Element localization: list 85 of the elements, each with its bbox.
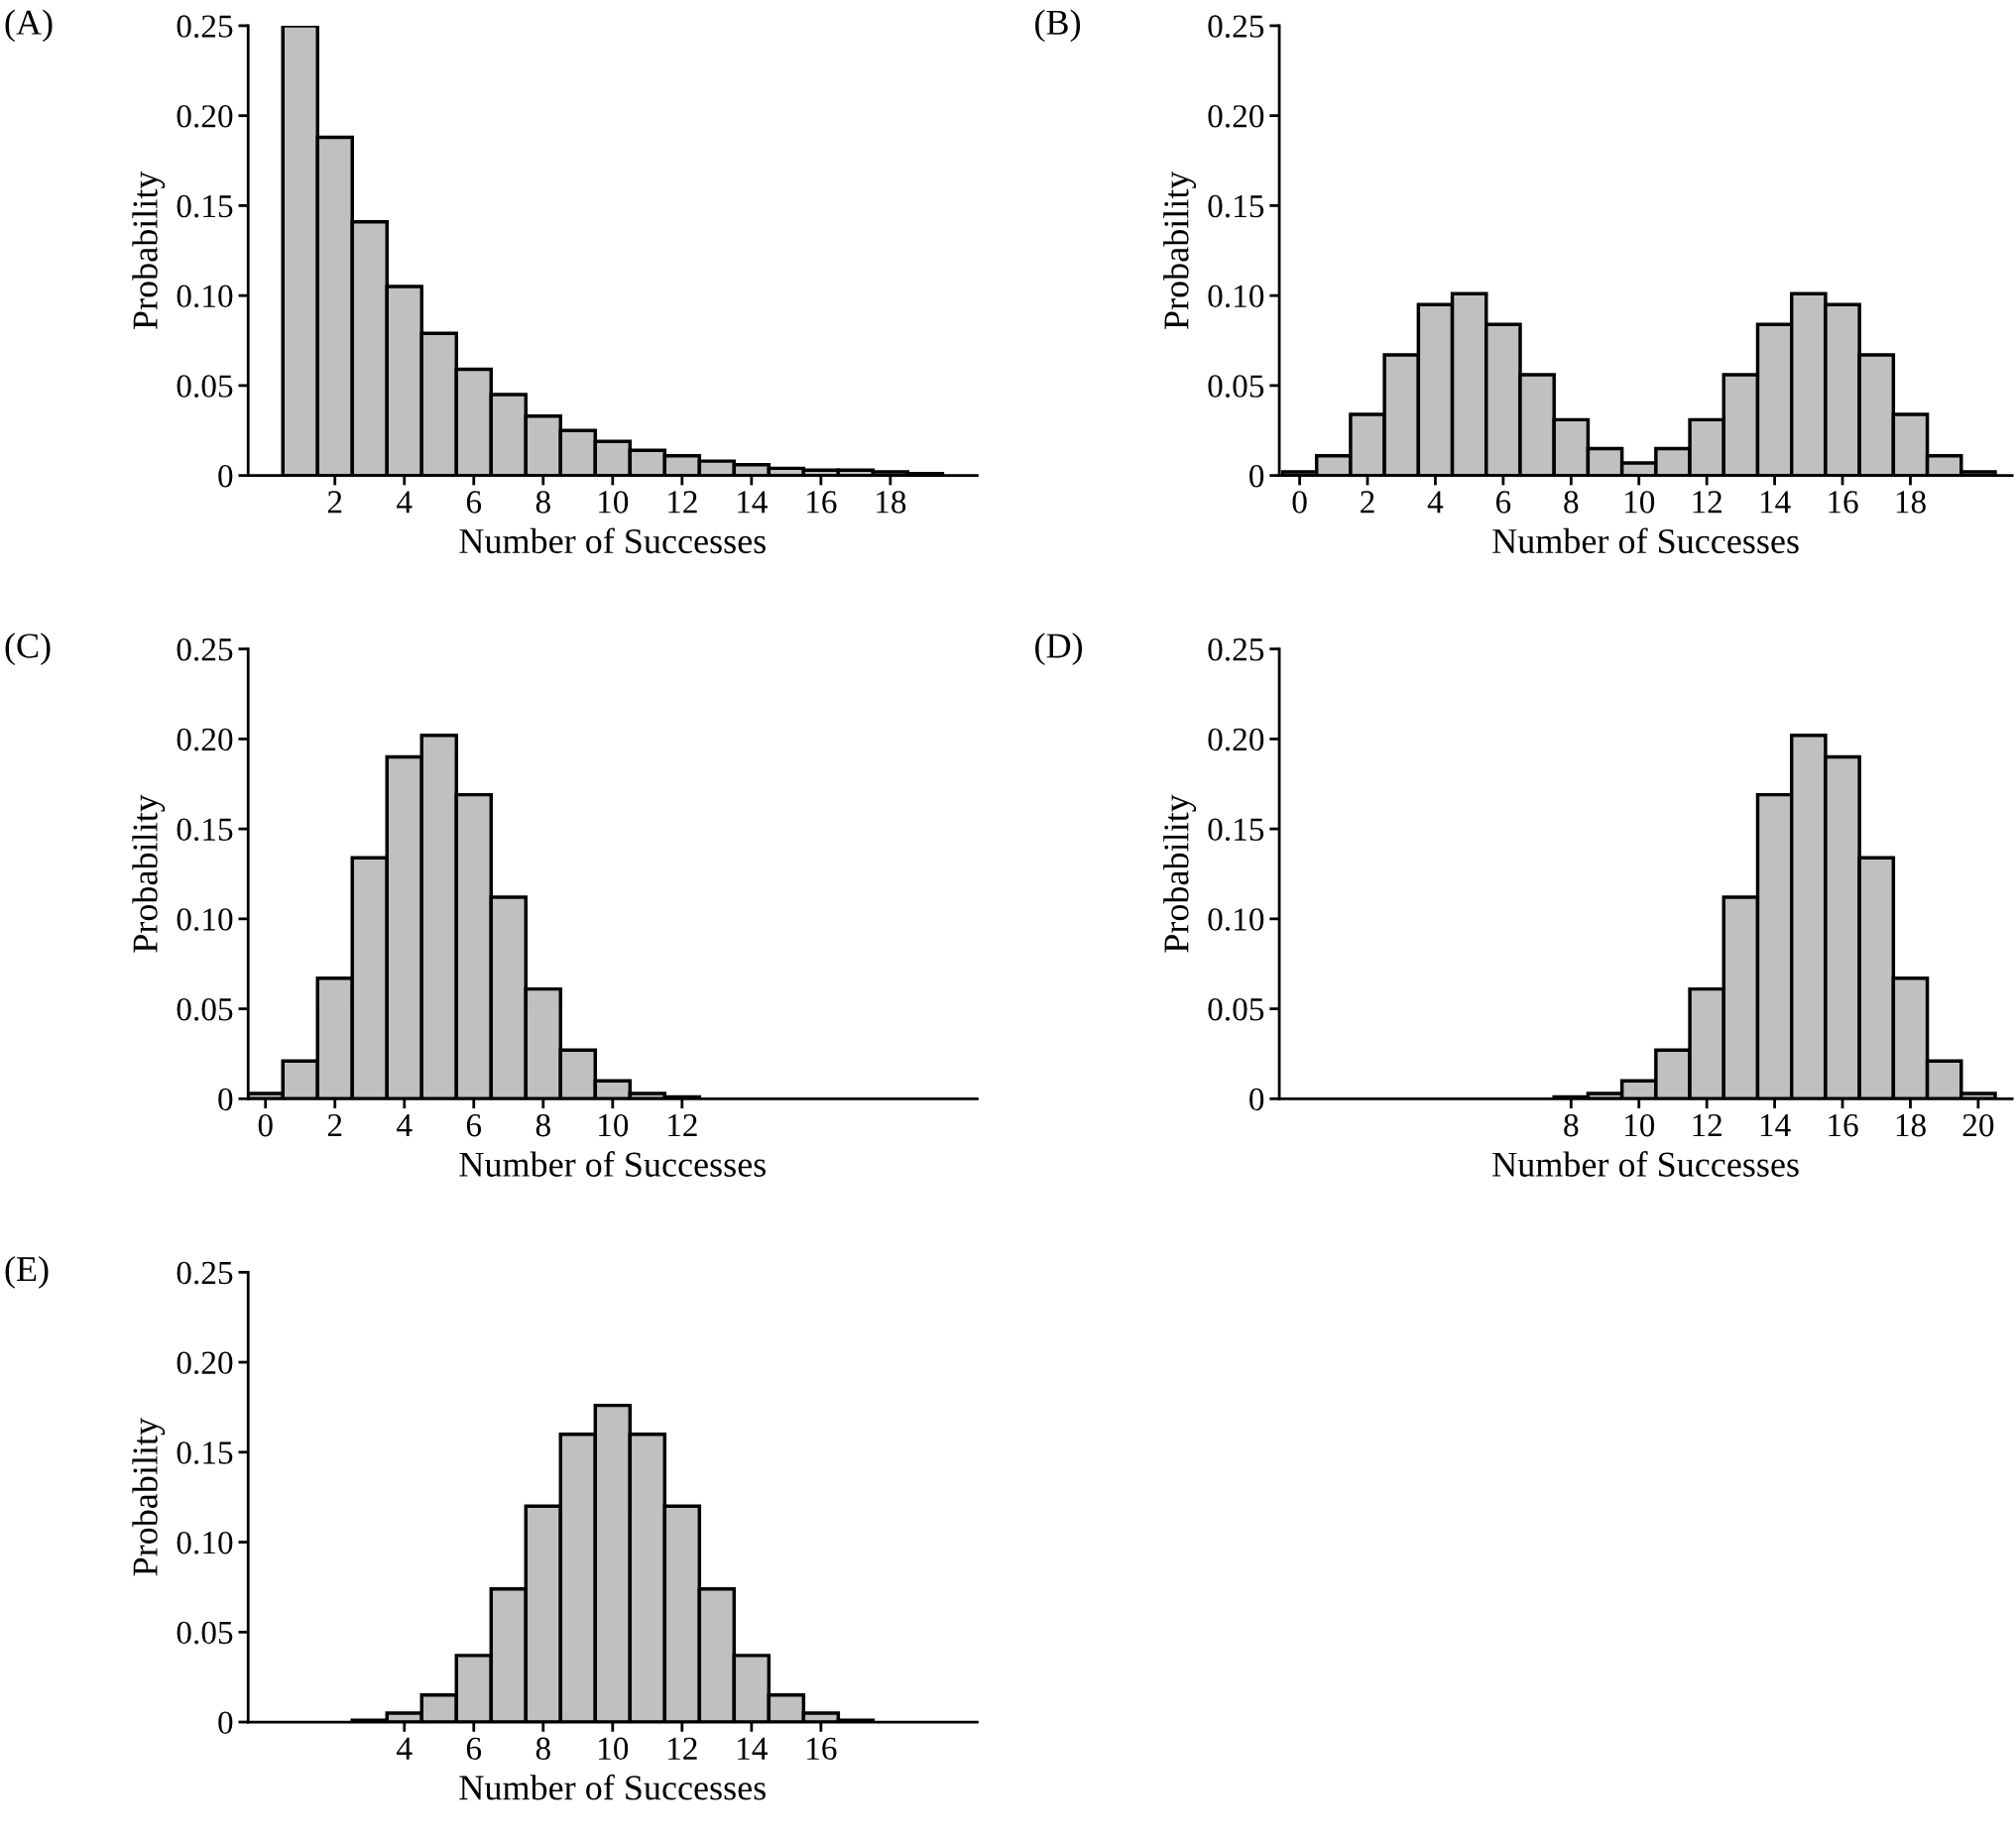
x-axis-title: Number of Successes — [459, 1774, 766, 1800]
chart-title: (C) — [5, 632, 51, 665]
x-tick-label: 4 — [397, 1737, 413, 1760]
y-tick-label: 0.10 — [1208, 285, 1264, 308]
x-tick-label: 16 — [1829, 491, 1858, 514]
y-tick-label: 0.20 — [177, 105, 233, 128]
x-tick-label: 4 — [397, 491, 413, 514]
x-tick-label: 4 — [1427, 491, 1444, 514]
y-tick-label: 0 — [218, 1088, 233, 1111]
y-tick-label: 0.10 — [177, 908, 233, 931]
x-tick-label: 10 — [1625, 1113, 1655, 1137]
x-tick-label: 14 — [1760, 1114, 1791, 1137]
y-tick-label: 0.10 — [177, 285, 233, 308]
y-tick-label: 0.05 — [177, 1621, 233, 1645]
y-tick-label: 0 — [1249, 1088, 1264, 1111]
x-tick-label: 12 — [668, 1737, 697, 1760]
y-tick-label: 0.20 — [1208, 105, 1264, 128]
x-tick-label: 8 — [535, 1737, 550, 1761]
x-axis-title: Number of Successes — [459, 527, 766, 554]
y-tick-label: 0.25 — [177, 638, 233, 661]
y-tick-label: 0.15 — [177, 818, 233, 842]
x-tick-label: 12 — [668, 491, 697, 514]
chart-title: (A) — [5, 9, 53, 43]
y-tick-label: 0.25 — [177, 1261, 233, 1285]
x-tick-label: 8 — [1564, 1113, 1579, 1137]
y-tick-label: 0.10 — [1208, 908, 1264, 931]
x-axis-title: Number of Successes — [1492, 527, 1799, 554]
x-tick-label: 6 — [466, 1737, 482, 1761]
chart-title: (E) — [5, 1255, 49, 1289]
x-tick-label: 2 — [327, 1113, 342, 1137]
chart-title: (D) — [1035, 632, 1083, 665]
x-tick-label: 6 — [1495, 491, 1511, 514]
y-tick-label: 0.15 — [1208, 818, 1264, 842]
x-tick-label: 8 — [1564, 491, 1579, 514]
y-tick-label: 0.20 — [1208, 728, 1264, 751]
y-tick-label: 0.05 — [177, 997, 233, 1021]
y-tick-label: 0.15 — [177, 194, 233, 218]
y-axis-title: Probability — [132, 171, 166, 329]
x-tick-label: 20 — [1962, 1113, 1994, 1137]
x-axis-title: Number of Successes — [459, 1151, 766, 1177]
x-tick-label: 2 — [1361, 491, 1374, 514]
x-tick-label: 18 — [877, 491, 906, 514]
x-tick-label: 18 — [1896, 491, 1926, 514]
x-tick-label: 10 — [599, 491, 629, 514]
y-tick-label: 0 — [218, 465, 233, 488]
x-tick-label: 6 — [466, 491, 482, 514]
x-tick-label: 12 — [668, 1113, 697, 1137]
y-tick-label: 0.25 — [1208, 15, 1264, 38]
y-tick-label: 0 — [1249, 465, 1264, 488]
x-tick-label: 12 — [1693, 1113, 1722, 1137]
y-tick-label: 0.25 — [1208, 638, 1264, 661]
y-axis-title: Probability — [132, 794, 166, 953]
x-tick-label: 14 — [738, 491, 768, 514]
x-tick-label: 10 — [599, 1737, 629, 1761]
y-tick-label: 0.15 — [1208, 194, 1264, 218]
x-tick-label: 16 — [807, 491, 837, 514]
y-tick-label: 0.05 — [1208, 375, 1264, 398]
x-tick-label: 18 — [1896, 1113, 1926, 1137]
x-tick-label: 2 — [327, 491, 342, 514]
y-tick-label: 0.05 — [1208, 997, 1264, 1021]
y-axis-title: Probability — [1163, 794, 1197, 953]
x-tick-label: 8 — [535, 1113, 550, 1137]
x-tick-label: 16 — [807, 1737, 837, 1761]
x-tick-label: 14 — [738, 1737, 768, 1760]
y-tick-label: 0.20 — [177, 1351, 233, 1375]
x-tick-label: 4 — [397, 1114, 413, 1137]
x-tick-label: 10 — [1625, 491, 1655, 514]
y-tick-label: 0.05 — [177, 375, 233, 398]
x-axis-title: Number of Successes — [1492, 1151, 1799, 1177]
y-tick-label: 0.10 — [177, 1531, 233, 1554]
x-tick-label: 0 — [258, 1113, 273, 1137]
x-tick-label: 10 — [599, 1113, 629, 1137]
x-tick-label: 12 — [1693, 491, 1722, 514]
y-axis-title: Probability — [1163, 171, 1197, 329]
chart-title: (B) — [1035, 9, 1081, 43]
y-tick-label: 0.25 — [177, 15, 233, 38]
x-tick-label: 0 — [1292, 491, 1307, 514]
x-tick-label: 16 — [1829, 1113, 1858, 1137]
y-tick-label: 0.20 — [177, 728, 233, 751]
y-tick-label: 0.15 — [177, 1441, 233, 1464]
x-tick-label: 14 — [1760, 491, 1791, 514]
y-tick-label: 0 — [218, 1711, 233, 1734]
x-tick-label: 6 — [466, 1113, 482, 1137]
x-tick-label: 8 — [535, 491, 550, 514]
y-axis-title: Probability — [132, 1418, 166, 1576]
